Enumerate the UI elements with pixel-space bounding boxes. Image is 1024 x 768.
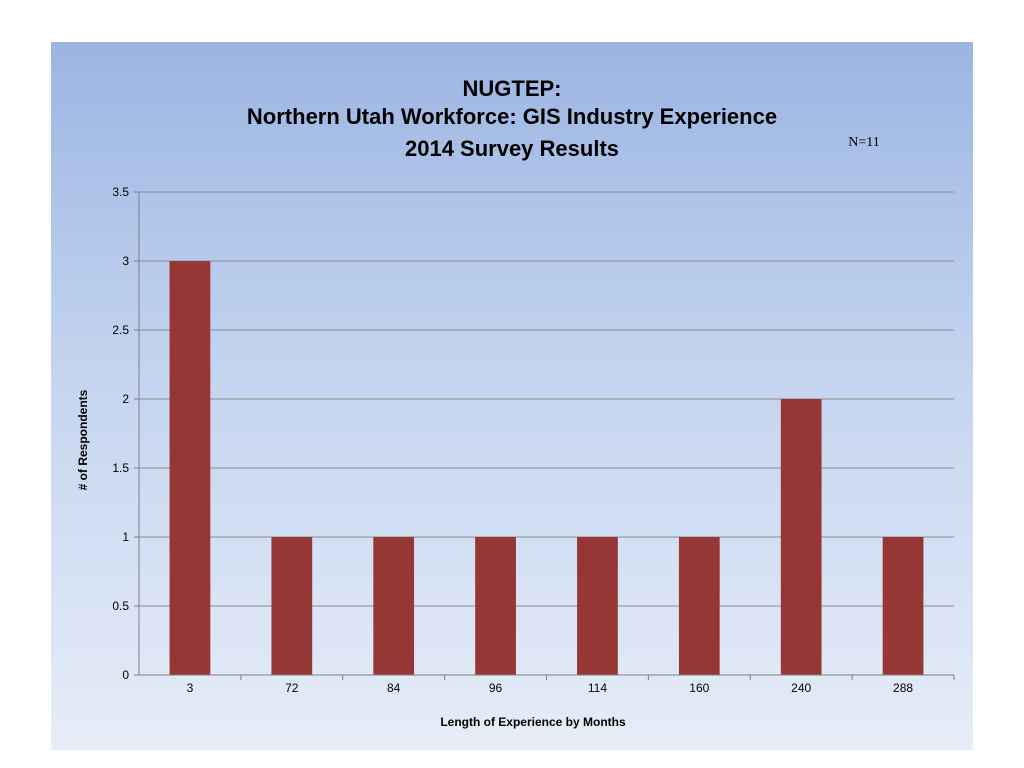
chart-title-line-3: 2014 Survey Results bbox=[405, 136, 619, 161]
sample-size-annotation: N=11 bbox=[848, 135, 880, 150]
y-axis-ticks: 0 0.5 1 1.5 2 2.5 3 3.5 bbox=[112, 185, 139, 682]
x-tick-label-240: 240 bbox=[791, 681, 811, 695]
x-axis-title: Length of Experience by Months bbox=[440, 715, 626, 729]
bar-114 bbox=[577, 537, 618, 675]
chart-title-line-2: Northern Utah Workforce: GIS Industry Ex… bbox=[247, 104, 777, 129]
bar-160 bbox=[678, 537, 720, 675]
x-tick-label-84: 84 bbox=[387, 681, 401, 695]
x-tick-label-114: 114 bbox=[588, 681, 607, 695]
y-tick-label: 0.5 bbox=[112, 599, 129, 613]
bar-72 bbox=[271, 537, 313, 675]
x-tick-label-3: 3 bbox=[187, 681, 194, 695]
y-tick-label: 1.5 bbox=[112, 461, 129, 475]
y-axis-title: # of Respondents bbox=[76, 389, 90, 490]
x-tick-label-288: 288 bbox=[893, 681, 913, 695]
chart-title-line-1: NUGTEP: bbox=[463, 76, 562, 101]
bars bbox=[169, 261, 924, 675]
x-tick-label-72: 72 bbox=[285, 681, 299, 695]
bar-3 bbox=[169, 261, 211, 675]
bar-84 bbox=[373, 537, 415, 675]
y-tick-label: 2.5 bbox=[112, 323, 129, 337]
bar-240 bbox=[780, 399, 822, 675]
gridlines bbox=[139, 191, 954, 607]
bar-288 bbox=[882, 537, 924, 675]
bar-96 bbox=[475, 537, 516, 675]
y-tick-label: 3 bbox=[122, 254, 129, 268]
y-tick-label: 0 bbox=[122, 668, 129, 682]
y-tick-label: 3.5 bbox=[112, 185, 129, 199]
y-tick-label: 2 bbox=[122, 392, 129, 406]
x-tick-label-96: 96 bbox=[489, 681, 503, 695]
x-tick-label-160: 160 bbox=[689, 681, 709, 695]
x-axis-ticks: 3 72 84 96 114 160 240 288 bbox=[187, 675, 955, 695]
y-tick-label: 1 bbox=[122, 530, 129, 544]
